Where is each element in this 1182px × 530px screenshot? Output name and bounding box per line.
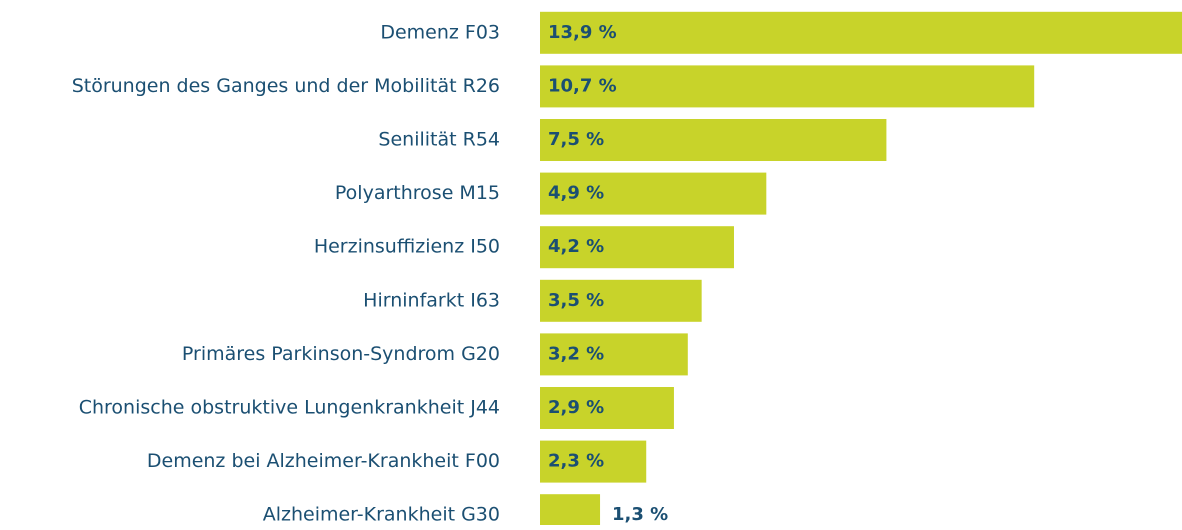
value-label: 3,2 %	[548, 343, 604, 364]
bar	[540, 65, 1035, 108]
value-label: 2,9 %	[548, 397, 604, 418]
category-label: Hirninfarkt I63	[363, 289, 500, 311]
value-label: 4,2 %	[548, 236, 604, 257]
category-label: Demenz F03	[380, 21, 500, 43]
bar	[540, 119, 887, 161]
category-label: Chronische obstruktive Lungenkrankheit J…	[79, 397, 500, 419]
category-label: Demenz bei Alzheimer-Krankheit F00	[147, 450, 500, 472]
bar	[540, 279, 702, 322]
bar	[540, 333, 688, 376]
bar	[540, 226, 734, 269]
bar	[540, 387, 674, 429]
category-label: Alzheimer-Krankheit G30	[263, 504, 500, 525]
category-label: Störungen des Ganges und der Mobilität R…	[72, 75, 500, 97]
category-label: Senilität R54	[378, 129, 500, 151]
bar	[540, 440, 647, 483]
category-label: Primäres Parkinson-Syndrom G20	[182, 343, 500, 365]
value-label: 2,3 %	[548, 451, 604, 472]
value-label: 7,5 %	[548, 129, 604, 150]
value-label: 10,7 %	[548, 75, 617, 96]
category-label: Polyarthrose M15	[335, 182, 500, 204]
bar	[540, 172, 767, 215]
category-label: Herzinsuffizienz I50	[314, 236, 500, 258]
value-label: 3,5 %	[548, 290, 604, 311]
value-label: 4,9 %	[548, 183, 604, 204]
value-label: 1,3 %	[612, 504, 668, 525]
bar	[540, 494, 601, 530]
value-label: 13,9 %	[548, 22, 617, 43]
bar	[540, 11, 1182, 54]
